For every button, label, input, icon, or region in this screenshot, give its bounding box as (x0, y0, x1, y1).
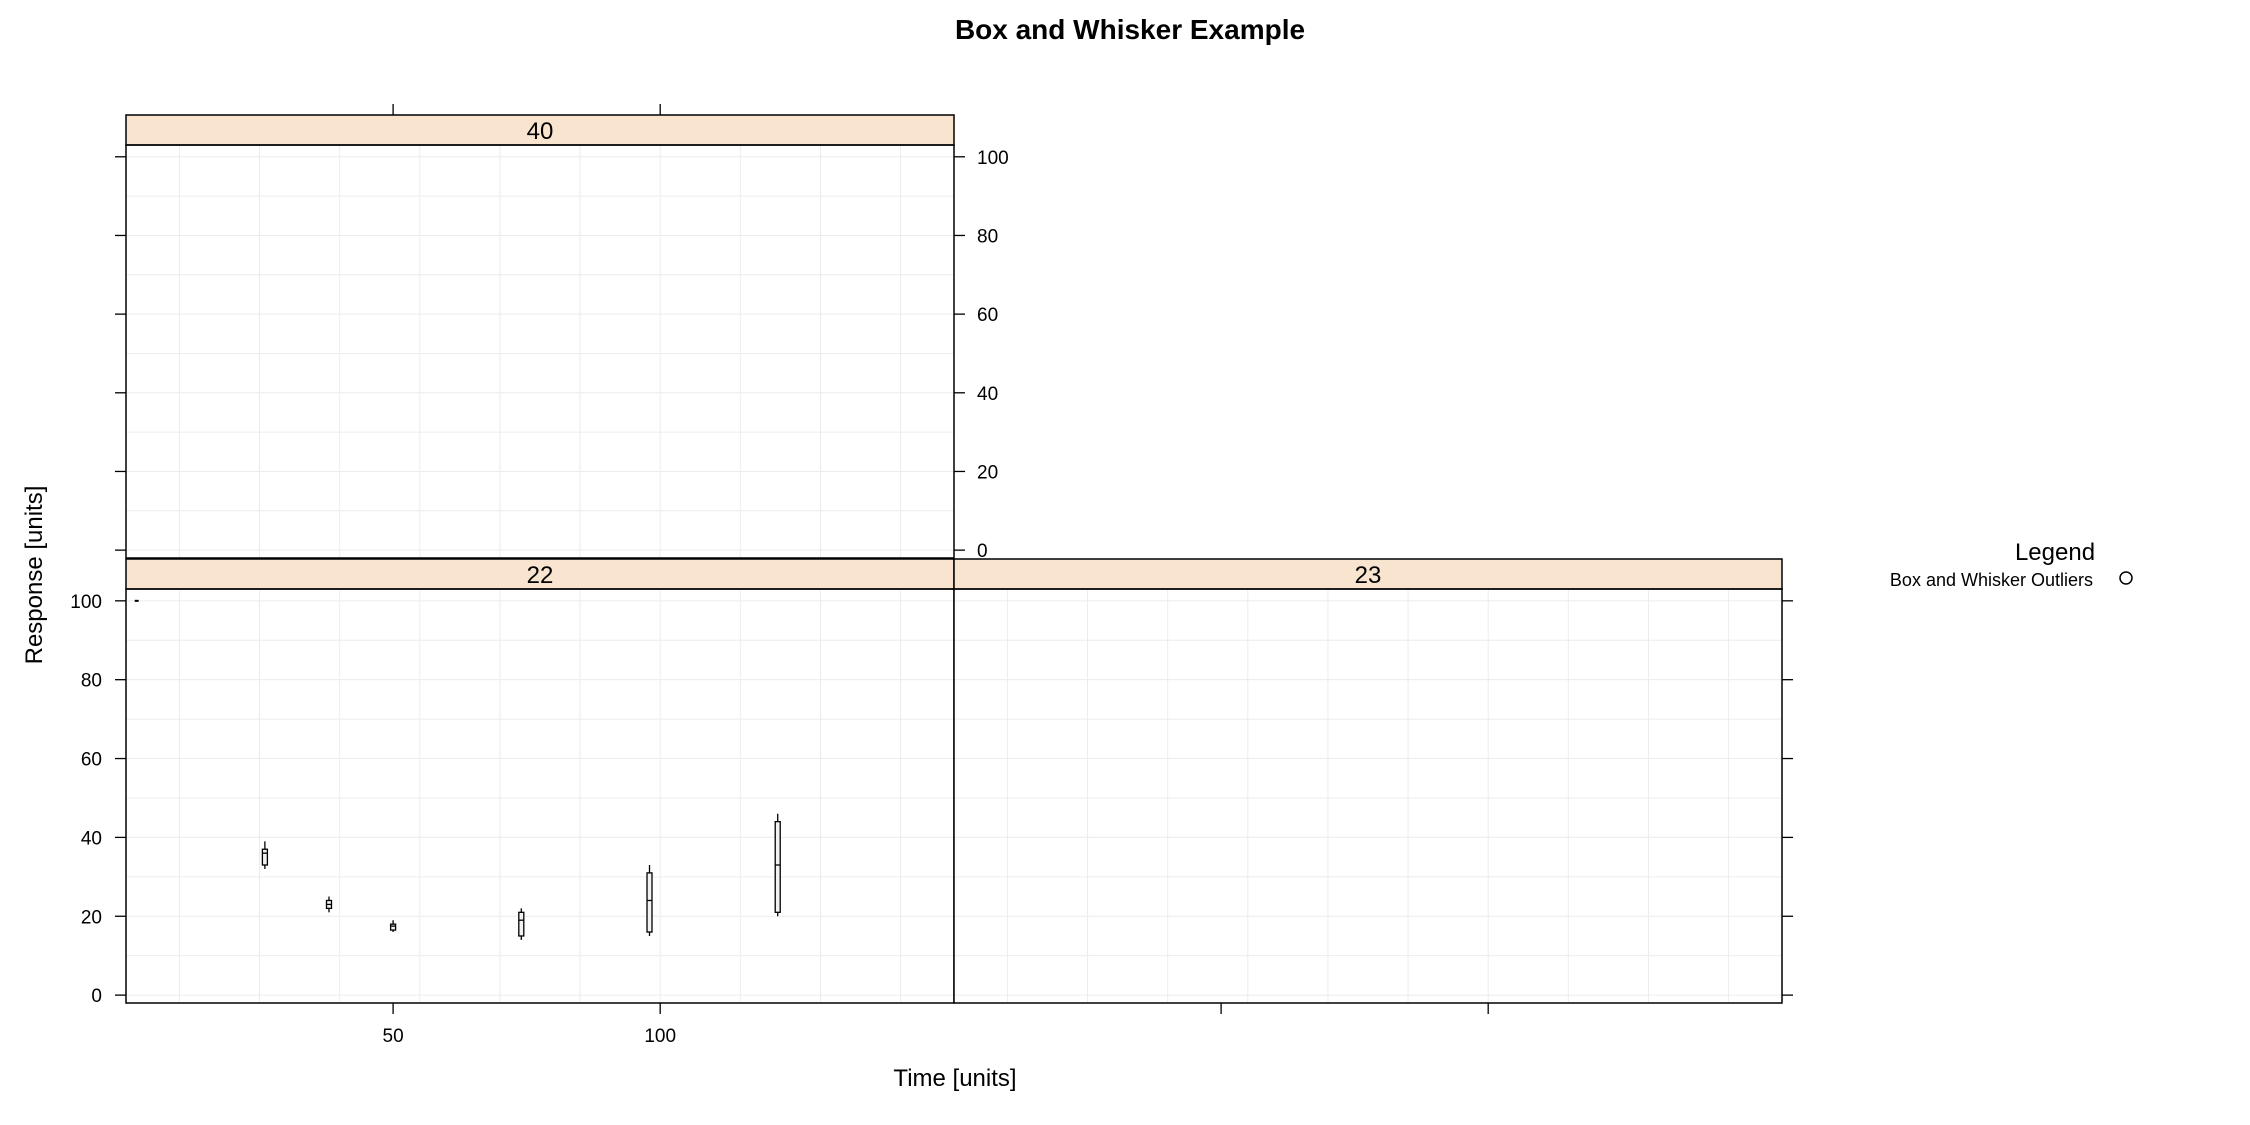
legend-outlier-symbol (2119, 571, 2133, 585)
y-tick-label: 100 (70, 592, 102, 613)
box-body (261, 848, 269, 866)
box-body (646, 872, 653, 933)
panel-22: 22 0 20 40 60 80 100 50 100 (70, 558, 955, 1047)
y-tick-label: 60 (977, 305, 998, 326)
panel-border (953, 588, 1783, 1004)
y-tick-label: 60 (81, 750, 102, 771)
box-body (518, 911, 525, 937)
panel-strip (125, 558, 955, 590)
y-tick-label: 80 (977, 226, 998, 247)
panel-border (125, 144, 955, 559)
legend: Legend Box and Whisker Outliers (1890, 539, 2133, 590)
y-tick-label: 40 (977, 384, 998, 405)
panel-strip-label: 22 (527, 562, 554, 589)
x-tick-label: 100 (644, 1026, 676, 1047)
y-tick-label: 20 (977, 462, 998, 483)
panel-strip (953, 558, 1783, 590)
panel-strip (125, 114, 955, 146)
legend-title: Legend (2015, 539, 2095, 566)
x-tick-label: 50 (383, 1026, 404, 1047)
box-body (774, 820, 781, 913)
chart-title: Box and Whisker Example (955, 14, 1305, 45)
panel-background (126, 145, 954, 558)
panel-strip-label: 23 (1355, 562, 1382, 589)
panels: 40 0 20 40 60 80 100 22 0 20 40 60 80 100 50 100 23 (70, 104, 1793, 1047)
panel-background (126, 589, 954, 1003)
panel-strip-label: 40 (527, 118, 554, 145)
panel-23: 23 (953, 558, 1793, 1014)
legend-entry-label: Box and Whisker Outliers (1890, 570, 2093, 590)
y-tick-label: 80 (81, 671, 102, 692)
panel-background (954, 589, 1782, 1003)
panel-40: 40 0 20 40 60 80 100 (115, 104, 1009, 562)
box-body (389, 923, 397, 931)
y-tick-label: 20 (81, 907, 102, 928)
y-tick-label: 40 (81, 828, 102, 849)
y-axis-label: Response [units] (21, 486, 48, 665)
y-tick-label: 0 (91, 986, 102, 1007)
x-axis-label: Time [units] (893, 1065, 1016, 1092)
y-tick-label: 0 (977, 541, 988, 562)
y-tick-label: 100 (977, 148, 1009, 169)
